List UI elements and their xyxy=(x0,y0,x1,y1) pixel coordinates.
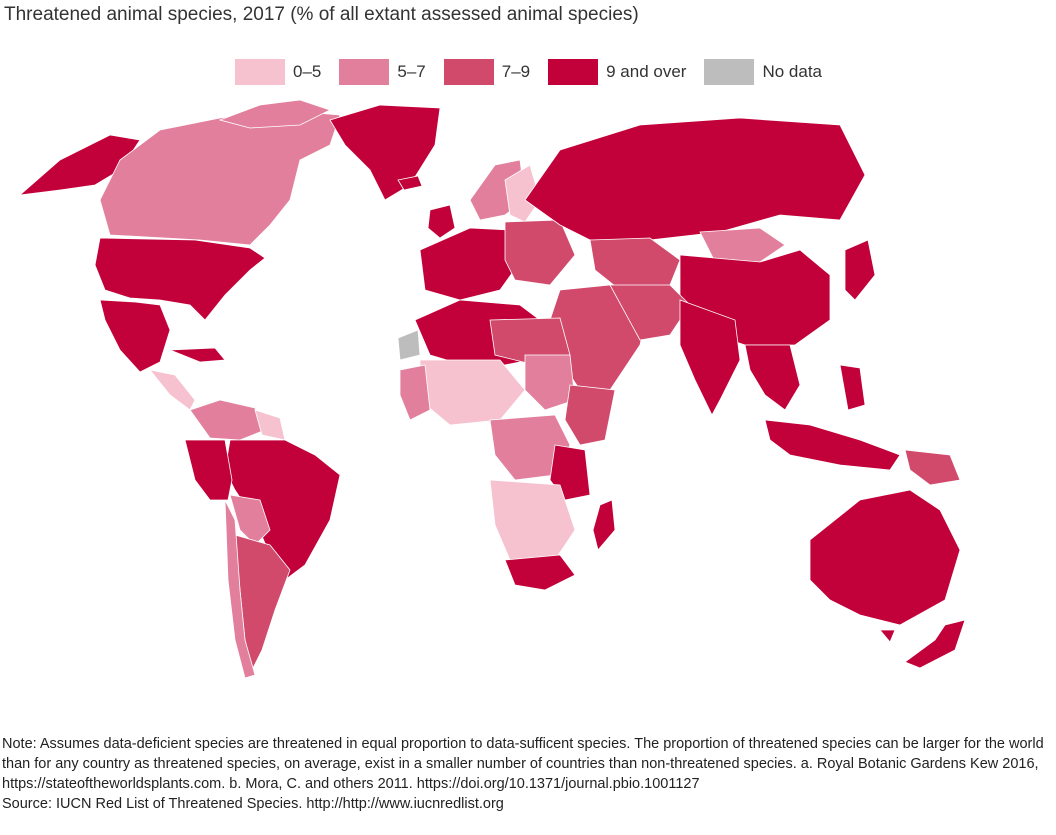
region-papua-new-guinea xyxy=(904,449,961,486)
region-peru-ecuador xyxy=(184,439,233,501)
region-colombia-venezuela xyxy=(189,399,266,441)
legend-item-7-9: 7–9 xyxy=(443,58,531,85)
region-finland-baltics xyxy=(504,164,541,223)
region-sahel xyxy=(419,359,526,426)
world-choropleth-map xyxy=(18,99,966,679)
map-legend: 0–5 5–7 7–9 9 and over No data xyxy=(235,58,840,85)
region-western-sahara xyxy=(397,329,421,361)
region-australia xyxy=(809,489,961,626)
region-indonesia xyxy=(764,419,901,471)
region-western-europe xyxy=(419,227,521,301)
legend-item-5-7: 5–7 xyxy=(339,58,426,85)
region-canada xyxy=(99,109,341,246)
legend-swatch xyxy=(704,58,755,85)
legend-label: 5–7 xyxy=(397,61,426,81)
legend-swatch xyxy=(339,58,390,85)
region-madagascar xyxy=(592,499,616,551)
region-greenland xyxy=(329,104,441,201)
legend-swatch xyxy=(548,58,599,85)
legend-label: 7–9 xyxy=(501,61,531,81)
region-usa xyxy=(94,237,266,321)
region-bolivia-paraguay xyxy=(229,494,271,546)
region-india xyxy=(679,299,741,416)
region-tasmania xyxy=(879,629,896,643)
region-new-zealand xyxy=(904,619,966,669)
region-chile xyxy=(224,499,256,679)
legend-item-no-data: No data xyxy=(704,58,823,85)
legend-label: 0–5 xyxy=(293,61,322,81)
source-text: Source: IUCN Red List of Threatened Spec… xyxy=(2,796,504,812)
note-text: Note: Assumes data-deficient species are… xyxy=(2,736,1044,792)
region-british-isles xyxy=(427,204,456,239)
region-philippines xyxy=(839,364,866,411)
region-mexico xyxy=(99,299,171,373)
legend-item-0-5: 0–5 xyxy=(235,58,322,85)
legend-swatch xyxy=(443,58,494,85)
region-mongolia xyxy=(699,227,786,263)
region-canadian-arctic xyxy=(218,99,332,129)
region-russia xyxy=(524,117,866,241)
region-central-america xyxy=(149,369,196,411)
region-caribbean xyxy=(169,347,226,363)
legend-label: No data xyxy=(762,61,823,81)
region-horn-of-africa xyxy=(564,384,616,446)
legend-swatch xyxy=(235,58,285,85)
region-eastern-europe xyxy=(504,219,576,286)
region-southeast-asia xyxy=(744,344,801,411)
legend-item-9-and-over: 9 and over xyxy=(548,58,687,85)
region-iceland xyxy=(397,175,423,191)
legend-label: 9 and over xyxy=(606,61,687,81)
region-korea-japan xyxy=(844,239,876,301)
map-title: Threatened animal species, 2017 (% of al… xyxy=(4,4,639,25)
region-west-africa-coast xyxy=(399,364,431,421)
region-sudan xyxy=(524,354,576,411)
region-brazil xyxy=(224,439,341,581)
region-guianas xyxy=(254,409,286,441)
region-southern-africa xyxy=(489,479,576,561)
region-kazakhstan xyxy=(589,237,681,291)
region-south-africa xyxy=(504,554,576,591)
